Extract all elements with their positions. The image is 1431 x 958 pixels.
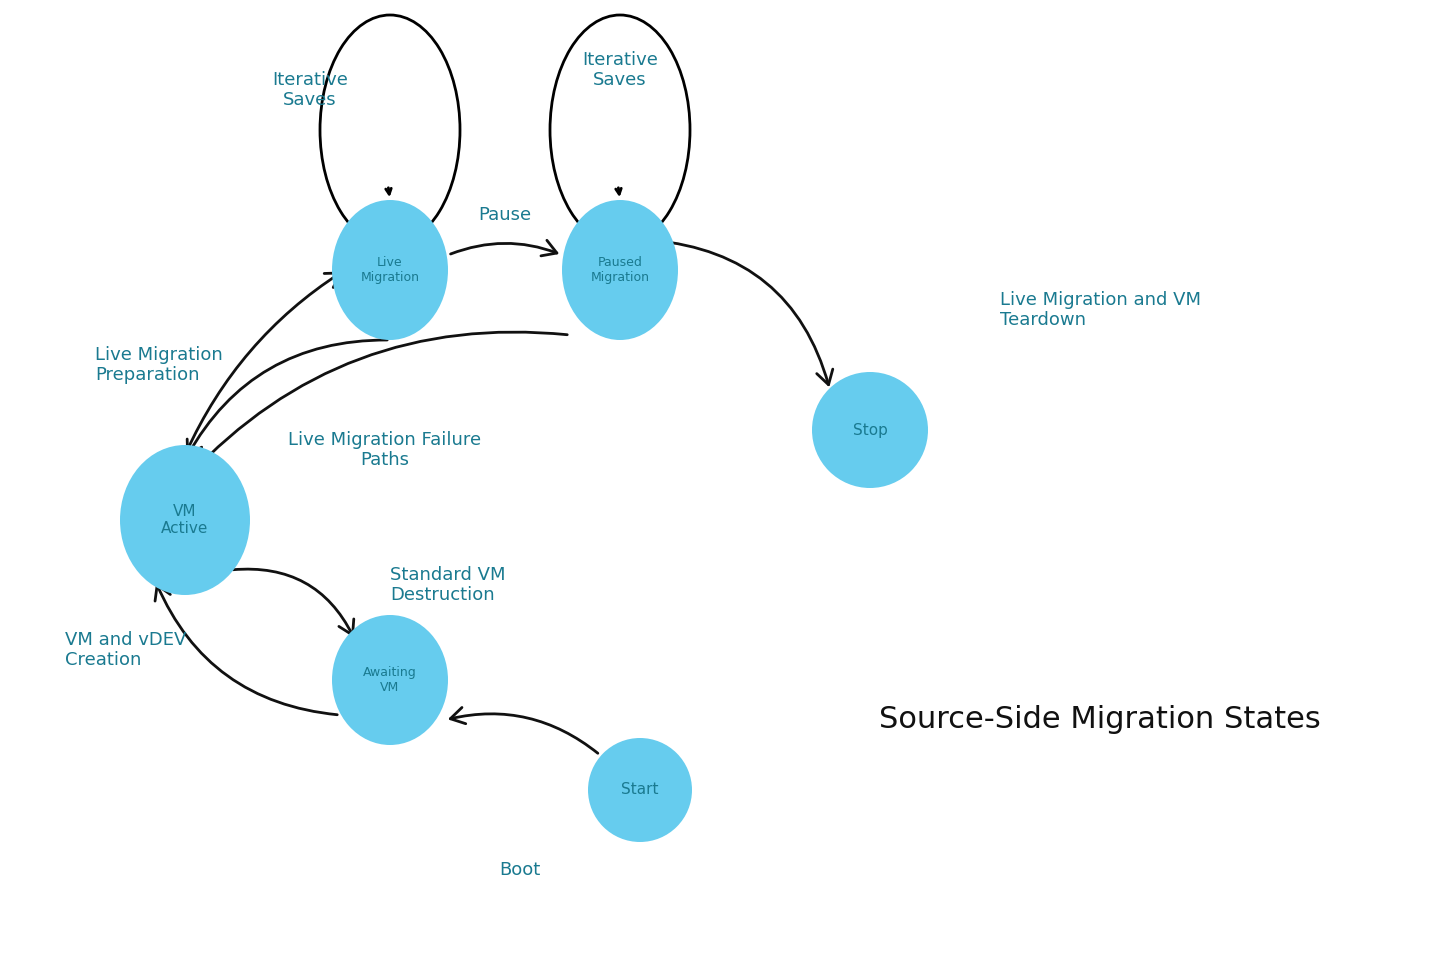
Ellipse shape — [811, 372, 927, 488]
Text: Start: Start — [621, 783, 658, 797]
Ellipse shape — [120, 445, 250, 595]
Text: Live Migration Failure
Paths: Live Migration Failure Paths — [289, 430, 482, 469]
Ellipse shape — [588, 738, 693, 842]
Ellipse shape — [332, 615, 448, 745]
Text: Paused
Migration: Paused Migration — [591, 256, 650, 284]
Text: Live Migration and VM
Teardown: Live Migration and VM Teardown — [1000, 290, 1201, 330]
Text: Iterative
Saves: Iterative Saves — [582, 51, 658, 89]
FancyArrowPatch shape — [451, 707, 598, 753]
Text: Iterative
Saves: Iterative Saves — [272, 71, 348, 109]
FancyArrowPatch shape — [189, 332, 567, 476]
FancyArrowPatch shape — [186, 273, 341, 452]
Text: VM
Active: VM Active — [162, 504, 209, 536]
Text: Standard VM
Destruction: Standard VM Destruction — [391, 565, 505, 604]
FancyArrowPatch shape — [653, 240, 833, 385]
Text: Awaiting
VM: Awaiting VM — [363, 666, 416, 694]
Text: Source-Side Migration States: Source-Side Migration States — [879, 705, 1321, 735]
Text: Stop: Stop — [853, 422, 887, 438]
Text: VM and vDEV
Creation: VM and vDEV Creation — [64, 630, 186, 670]
Text: Live
Migration: Live Migration — [361, 256, 419, 284]
Text: Boot: Boot — [499, 861, 541, 879]
FancyArrowPatch shape — [155, 585, 338, 715]
Text: Pause: Pause — [478, 206, 531, 224]
FancyArrowPatch shape — [187, 340, 388, 455]
Ellipse shape — [562, 200, 678, 340]
Text: Live Migration
Preparation: Live Migration Preparation — [94, 346, 223, 384]
FancyArrowPatch shape — [451, 240, 557, 256]
FancyArrowPatch shape — [233, 569, 353, 635]
Ellipse shape — [332, 200, 448, 340]
